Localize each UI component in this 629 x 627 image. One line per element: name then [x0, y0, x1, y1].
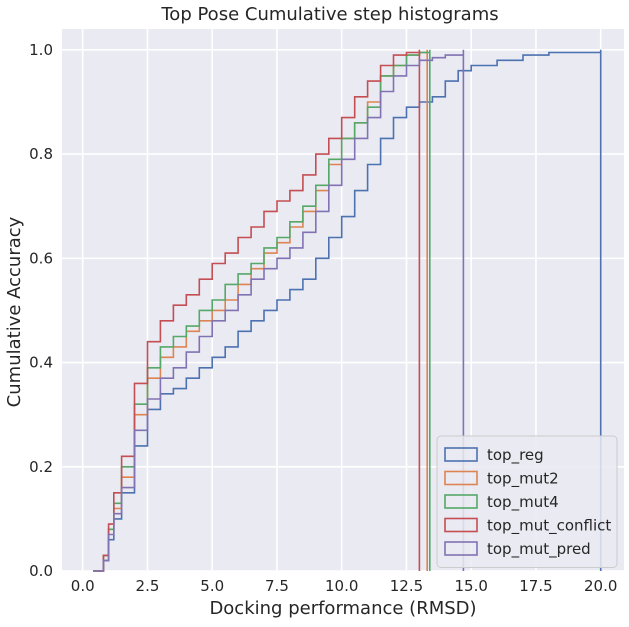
y-tick-label: 0.6: [29, 249, 53, 267]
x-tick-label: 0.0: [71, 577, 95, 595]
y-tick-label: 0.8: [29, 145, 53, 163]
legend-swatch-top-mut4: [444, 494, 478, 509]
legend-label: top_reg: [487, 446, 544, 465]
x-tick-label: 2.5: [136, 577, 160, 595]
y-tick-label: 0.0: [29, 562, 53, 580]
legend-label: top_mut2: [487, 470, 559, 489]
y-tick-label: 0.2: [29, 458, 53, 476]
series-layer: [93, 49, 602, 572]
legend-box: [436, 435, 618, 568]
x-tick-label: 5.0: [200, 577, 224, 595]
legend-swatch-top-mut2: [444, 470, 478, 486]
y-axis-label: Cumulative Accuracy: [4, 216, 25, 407]
y-tick-label: 1.0: [29, 41, 53, 59]
legend-label: top_mut_pred: [487, 540, 591, 559]
series-line-top-mut-pred: [93, 49, 465, 572]
legend-label: top_mut_conflict: [487, 517, 611, 536]
x-tick-label: 20.0: [584, 577, 617, 595]
chart-title: Top Pose Cumulative step histograms: [160, 4, 498, 25]
x-tick-labels: 0.0 2.5 5.0 7.5 10.0 12.5 15.0 17.5 20.0: [71, 577, 618, 595]
legend-swatch-top-mut-pred: [444, 541, 478, 556]
y-tick-labels: 0.0 0.2 0.4 0.6 0.8 1.0: [29, 41, 53, 580]
legend-swatch-top-mut-conflict: [444, 517, 478, 533]
x-tick-label: 7.5: [265, 577, 289, 595]
y-tick-label: 0.4: [29, 354, 53, 372]
legend-label: top_mut4: [487, 493, 559, 512]
x-tick-label: 15.0: [454, 577, 487, 595]
legend: top_reg top_mut2 top_mut4 top_mut_conflictt…: [436, 435, 618, 568]
x-tick-label: 12.5: [390, 577, 423, 595]
x-tick-label: 17.5: [519, 577, 552, 595]
x-axis-label: Docking performance (RMSD): [209, 598, 476, 619]
legend-swatch-top-reg: [444, 447, 478, 462]
x-tick-label: 10.0: [325, 577, 358, 595]
